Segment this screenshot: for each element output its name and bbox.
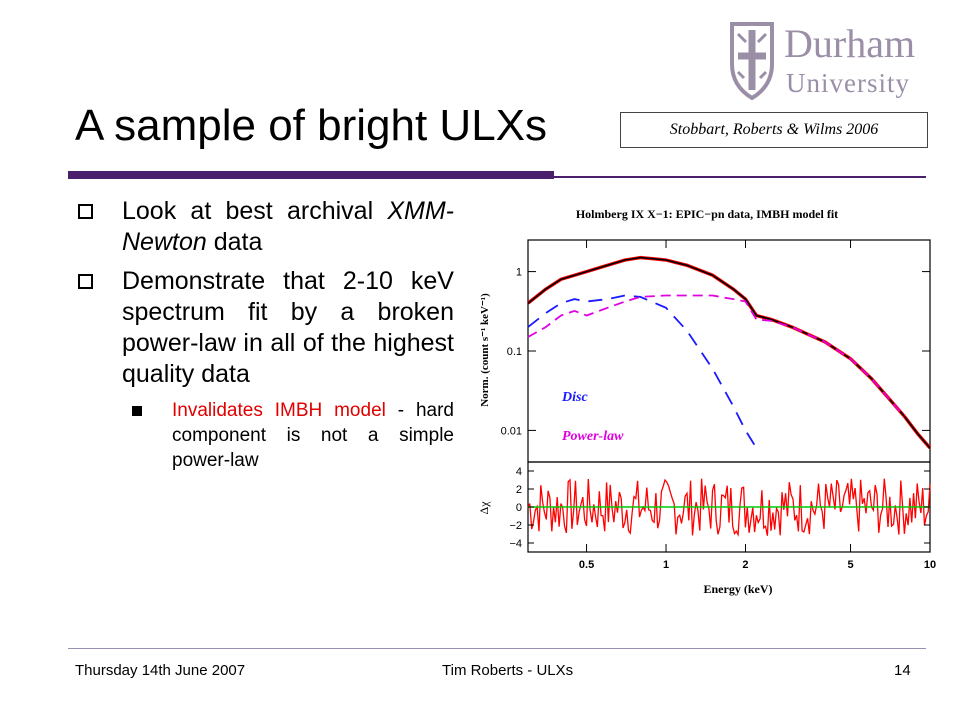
residuals-series (527, 478, 931, 537)
x-tick-label: 2 (742, 559, 748, 571)
citation-box: Stobbart, Roberts & Wilms 2006 (620, 112, 928, 148)
y-tick-label-top: 0.01 (501, 425, 522, 437)
series-power-law (527, 294, 906, 417)
logo-subtitle: University (786, 68, 910, 98)
footer-rule (68, 648, 926, 649)
x-tick-label: 1 (663, 559, 669, 571)
bullet-emphasis: XMM-Newton (122, 197, 454, 256)
x-tick-label: 10 (924, 559, 936, 571)
bullet-item: Look at best archival XMM-Newton data (76, 196, 454, 258)
y-tick-label-bottom: −2 (509, 520, 522, 532)
x-tick-label: 0.5 (579, 559, 594, 571)
bullet-list: Look at best archival XMM-Newton data De… (76, 196, 454, 473)
y-axis-label-top: Norm. (count s⁻¹ keV⁻¹) (479, 293, 491, 407)
sub-bullet-highlight: Invalidates IMBH model (172, 400, 386, 421)
hollow-square-bullet-icon (78, 204, 93, 219)
chart-title: Holmberg IX X−1: EPIC−pn data, IMBH mode… (576, 207, 838, 221)
annotation-disc: Disc (561, 390, 588, 405)
hollow-square-bullet-icon (78, 274, 93, 289)
bullet-item: Demonstrate that 2-10 keV spectrum fit b… (76, 266, 454, 390)
annotation-power-law: Power-law (562, 429, 624, 444)
slide-title: A sample of bright ULXs (75, 101, 548, 150)
filled-square-bullet-icon (132, 406, 142, 416)
title-underline-thick (68, 171, 554, 179)
footer-date: Thursday 14th June 2007 (75, 662, 246, 679)
durham-university-logo: Durham University (726, 18, 936, 104)
y-tick-label-bottom: 4 (516, 466, 522, 478)
y-tick-label-bottom: 2 (516, 484, 522, 496)
y-axis-label-bottom: Δχ (477, 501, 491, 515)
sub-bullet-text: - hard component is not a simple power-l… (172, 400, 454, 471)
bullet-text: Demonstrate that 2-10 keV spectrum fit b… (122, 267, 454, 388)
title-underline-thin (554, 176, 926, 178)
logo-name: Durham (784, 21, 916, 66)
y-tick-label-top: 1 (516, 267, 522, 279)
y-tick-label-bottom: −4 (509, 538, 522, 550)
title-underline (68, 171, 926, 179)
bullet-text: data (206, 228, 263, 256)
page-number: 14 (894, 662, 911, 679)
spectrum-chart: Holmberg IX X−1: EPIC−pn data, IMBH mode… (468, 200, 946, 600)
sub-bullet-item: Invalidates IMBH model - hard component … (76, 398, 454, 473)
footer-author: Tim Roberts - ULXs (442, 662, 574, 679)
x-axis-label: Energy (keV) (704, 582, 773, 596)
bullet-text: Look at best archival (122, 197, 388, 225)
x-tick-label: 5 (847, 559, 853, 571)
y-tick-label-top: 0.1 (507, 346, 522, 358)
crest-icon (730, 22, 774, 100)
y-tick-label-bottom: 0 (516, 502, 522, 514)
series-disc (527, 294, 758, 449)
